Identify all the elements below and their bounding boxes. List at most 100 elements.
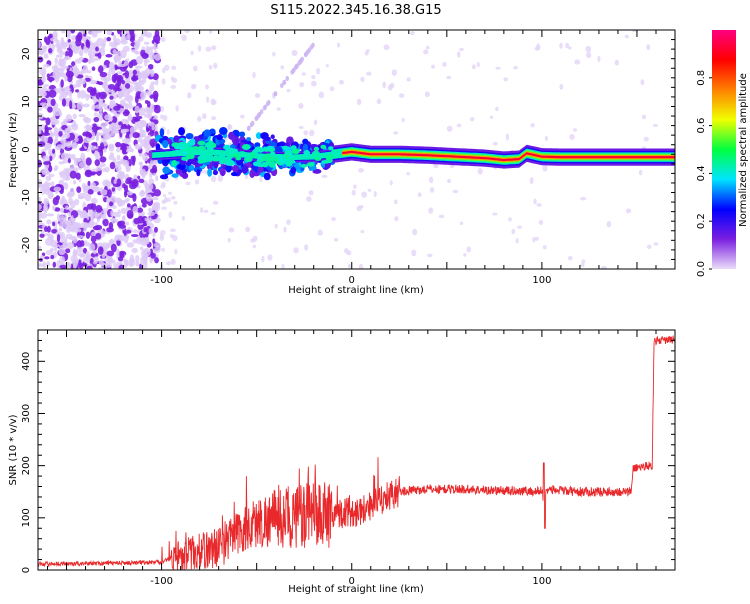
- spectrogram-band-blob: [326, 154, 334, 160]
- spectrogram-noise-blob: [574, 59, 581, 65]
- spectrogram-noise-blob: [123, 259, 128, 268]
- colorbar-tick-label: 0.6: [696, 118, 707, 134]
- spectrogram-band-blob: [328, 146, 334, 151]
- spectrogram-noise-blob: [73, 264, 77, 269]
- spectrogram-noise-blob: [78, 50, 83, 56]
- spectrogram-noise-blob: [170, 85, 176, 89]
- spectrogram-band-blob: [279, 158, 286, 166]
- spectrogram-noise-blob: [78, 78, 87, 85]
- spectrogram-noise-blob: [131, 247, 138, 254]
- spectrogram-band-blob: [185, 132, 194, 140]
- spectrogram-noise-blob: [120, 207, 127, 215]
- spectrogram-noise-blob: [38, 56, 44, 63]
- spectrogram-noise-blob: [153, 226, 158, 233]
- spectrogram-noise-blob: [139, 119, 147, 126]
- spectrogram-band-blob: [204, 143, 210, 148]
- spectrogram-band-blob: [200, 154, 209, 161]
- spectrogram-noise-blob: [118, 170, 125, 178]
- spectrogram-noise-blob: [52, 148, 56, 154]
- spectrogram-noise-blob: [105, 54, 113, 58]
- spectrogram-noise-blob: [245, 226, 251, 233]
- spectrogram-noise-blob: [293, 247, 299, 254]
- spectrogram-noise-blob: [126, 203, 131, 208]
- spectrogram-noise-blob: [74, 39, 82, 47]
- spectrogram-band-blob: [254, 146, 262, 153]
- spectrogram-noise-blob: [161, 199, 166, 204]
- spectrogram-noise-blob: [227, 237, 231, 243]
- spectrogram-noise-blob: [123, 186, 129, 192]
- spectrogram-noise-blob: [160, 36, 166, 43]
- spectrogram-noise-blob: [103, 37, 108, 43]
- spectrogram-x-axis-label: Height of straight line (km): [288, 285, 424, 296]
- spectrogram-noise-blob: [98, 91, 107, 100]
- spectrogram-noise-blob: [585, 45, 592, 53]
- spectrogram-noise-blob: [152, 205, 159, 210]
- spectrogram-noise-blob: [141, 237, 145, 242]
- spectrogram-noise-blob: [306, 49, 310, 55]
- spectrogram-noise-blob: [313, 119, 318, 126]
- spectrogram-noise-blob: [141, 52, 149, 60]
- spectrogram-noise-blob: [492, 212, 498, 216]
- spectrogram-noise-blob: [154, 245, 161, 253]
- spectrogram-noise-blob: [133, 174, 138, 178]
- spectrogram-noise-blob: [134, 50, 141, 55]
- spectrogram-noise-blob: [303, 130, 309, 136]
- spectrogram-noise-blob: [46, 213, 55, 217]
- spectrogram-noise-blob: [85, 253, 90, 261]
- spectrogram-y-axis-label: Frequency (Hz): [8, 112, 19, 188]
- spectrogram-noise-blob: [146, 107, 155, 114]
- spectrogram-noise-blob: [145, 31, 153, 39]
- spectrogram-noise-blob: [86, 70, 92, 74]
- spectrogram-noise-blob: [59, 198, 65, 206]
- spectrogram-noise-blob: [212, 200, 219, 205]
- spectrogram-noise-blob: [492, 141, 498, 146]
- spectrogram-noise-blob: [104, 121, 109, 127]
- spectrogram-noise-blob: [151, 197, 159, 201]
- spectrogram-noise-blob: [38, 78, 43, 86]
- spectrogram-noise-blob: [536, 203, 542, 207]
- spectrogram-noise-blob: [132, 131, 140, 139]
- spectrogram-noise-blob: [52, 204, 56, 211]
- colorbar-tick-label: 0.2: [696, 213, 707, 229]
- spectrogram-noise-blob: [110, 217, 117, 223]
- spectrogram-noise-blob: [139, 161, 144, 167]
- spectrogram-noise-blob: [81, 222, 89, 227]
- spectrogram-noise-blob: [114, 39, 118, 49]
- spectrogram-noise-blob: [301, 72, 307, 76]
- spectrogram-noise-blob: [389, 180, 393, 186]
- spectrogram-noise-blob: [477, 168, 483, 175]
- spectrogram-noise-blob: [98, 102, 106, 107]
- spectrogram-noise-blob: [119, 65, 127, 72]
- spectrogram-noise-blob: [75, 89, 79, 93]
- snr-y-tick-label: 400: [21, 352, 32, 371]
- spectrogram-noise-blob: [95, 46, 99, 52]
- spectrogram-noise-blob: [91, 221, 96, 226]
- spectrogram-noise-blob: [62, 168, 69, 177]
- spectrogram-noise-blob: [124, 221, 130, 226]
- spectrogram-noise-blob: [61, 195, 65, 200]
- spectrogram-noise-blob: [38, 203, 42, 210]
- spectrogram-noise-blob: [57, 87, 66, 95]
- spectrogram-band-blob: [229, 149, 237, 154]
- spectrogram-noise-blob: [84, 193, 92, 202]
- spectrogram-noise-blob: [187, 92, 192, 99]
- spectrogram-noise-blob: [78, 161, 87, 169]
- spectrogram-noise-blob: [99, 122, 107, 132]
- spectrogram-band-blob: [185, 160, 192, 167]
- snr-x-tick-label: -100: [150, 576, 173, 587]
- spectrogram-noise-blob: [240, 114, 245, 119]
- spectrogram-noise-blob: [353, 184, 357, 189]
- spectrogram-noise-blob: [309, 129, 315, 137]
- spectrogram-noise-blob: [580, 196, 587, 201]
- spectrogram-noise-blob: [139, 190, 146, 197]
- spectrogram-noise-blob: [73, 64, 78, 74]
- spectrogram-noise-blob: [168, 211, 173, 219]
- spectrogram-noise-blob: [565, 42, 570, 49]
- spectrogram-band-blob: [237, 169, 243, 174]
- spectrogram-noise-blob: [49, 193, 54, 198]
- spectrogram-noise-blob: [184, 30, 190, 34]
- spectrogram-band-blob: [311, 150, 321, 158]
- spectrogram-noise-blob: [466, 246, 472, 253]
- spectrogram-image: [38, 30, 675, 269]
